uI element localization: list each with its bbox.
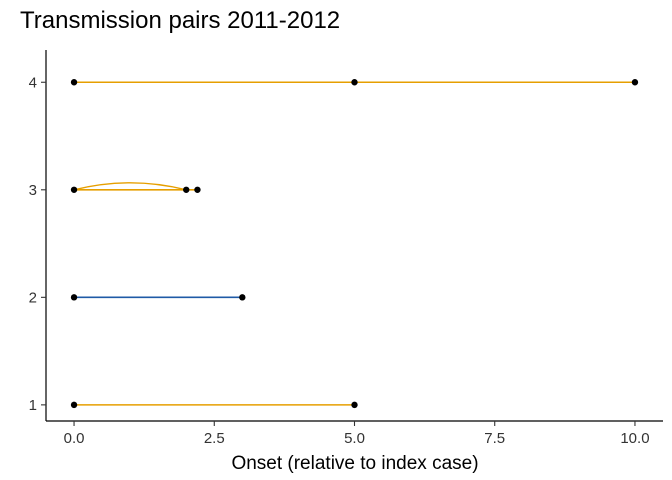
x-tick-label: 5.0 bbox=[344, 430, 365, 447]
y-tick-label: 1 bbox=[29, 397, 37, 414]
case-point bbox=[70, 401, 78, 409]
case-point bbox=[351, 401, 358, 409]
case-point bbox=[239, 294, 246, 301]
y-tick-label: 3 bbox=[29, 182, 37, 199]
y-tick-label: 2 bbox=[29, 289, 37, 306]
case-point bbox=[351, 79, 358, 86]
case-point bbox=[70, 294, 78, 301]
x-tick-label: 7.5 bbox=[484, 430, 505, 447]
x-axis-title: Onset (relative to index case) bbox=[231, 453, 478, 474]
x-tick-label: 2.5 bbox=[204, 430, 225, 447]
case-point bbox=[194, 186, 201, 193]
chart-title: Transmission pairs 2011-2012 bbox=[20, 7, 340, 34]
x-tick-label: 10.0 bbox=[620, 430, 649, 447]
case-point bbox=[183, 186, 190, 193]
axes bbox=[45, 50, 663, 422]
case-point bbox=[70, 186, 78, 193]
case-point bbox=[631, 79, 639, 86]
case-point bbox=[70, 79, 78, 86]
chart-marks bbox=[70, 79, 639, 409]
y-tick-label: 4 bbox=[29, 74, 37, 91]
transmission-curve bbox=[73, 182, 187, 191]
x-tick-label: 0.0 bbox=[64, 430, 85, 447]
ticks: 0.0 2.5 5.0 7.5 10.0 1 2 3 4 bbox=[29, 74, 650, 447]
